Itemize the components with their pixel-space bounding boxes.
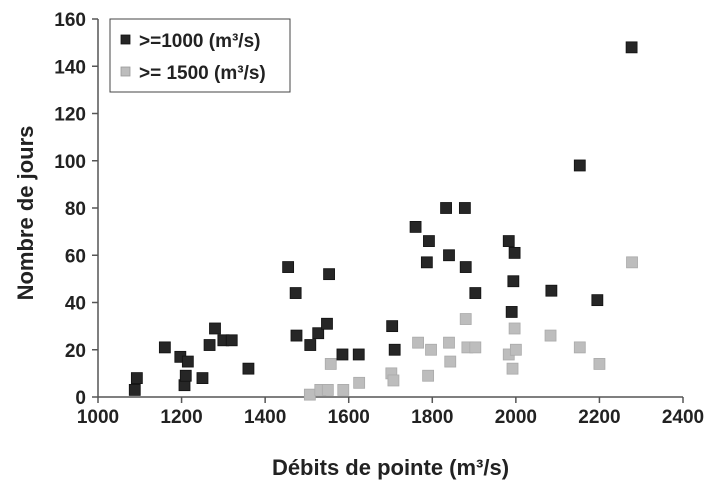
point-series-1500 (593, 358, 606, 370)
point-series-1000 (469, 287, 482, 299)
point-series-1000 (304, 339, 317, 351)
point-series-1500 (573, 341, 586, 354)
point-series-1000 (179, 369, 192, 382)
point-series-1000 (289, 287, 302, 299)
legend-box (109, 18, 291, 93)
point-series-1500 (443, 336, 455, 349)
legend: >=1000 (m³/s) >= 1500 (m³/s) (109, 18, 291, 93)
y-tick-label: 140 (54, 57, 86, 78)
point-series-1000 (352, 348, 365, 361)
point-series-1000 (203, 339, 216, 351)
point-series-1000 (282, 261, 295, 273)
x-tick-labels: 1000 1200 1400 1600 1800 2000 2200 2400 (77, 407, 704, 428)
point-series-1000 (423, 235, 435, 247)
point-series-1000 (502, 235, 515, 247)
y-tick-label: 40 (65, 294, 86, 315)
point-series-1000 (323, 268, 335, 281)
x-tick-label: 1600 (328, 407, 370, 428)
point-series-1000 (507, 275, 520, 288)
axes (92, 18, 684, 403)
point-series-1000 (508, 246, 521, 259)
y-tick-label: 80 (65, 199, 86, 220)
point-series-1500 (444, 355, 457, 368)
point-series-1000 (209, 322, 221, 335)
point-series-1000 (312, 327, 325, 340)
point-series-1000 (409, 220, 422, 233)
point-series-1500 (303, 388, 316, 401)
point-series-1500 (321, 384, 334, 396)
point-series-1500 (509, 343, 522, 356)
x-axis-title: Débits de pointe (m³/s) (272, 455, 509, 480)
x-tick-label: 1000 (77, 407, 119, 428)
point-series-1000 (420, 256, 433, 269)
point-series-1000 (573, 159, 586, 172)
y-tick-label: 20 (65, 341, 86, 362)
point-series-1000 (158, 341, 171, 354)
point-series-1000 (388, 343, 401, 356)
point-series-1000 (336, 348, 349, 361)
point-series-1000 (181, 355, 194, 368)
point-series-1500 (506, 362, 519, 375)
point-series-1000 (458, 202, 471, 214)
point-series-1500 (422, 369, 435, 382)
y-axis-title: Nombre de jours (13, 126, 38, 301)
point-series-1500 (324, 358, 337, 370)
point-series-1500 (337, 384, 350, 396)
point-series-1000 (443, 249, 455, 262)
legend-label: >= 1500 (m³/s) (139, 63, 266, 84)
y-tick-label: 160 (54, 10, 86, 31)
legend-label: >=1000 (m³/s) (139, 31, 260, 52)
x-tick-label: 2400 (662, 407, 704, 428)
x-tick-label: 2000 (495, 407, 537, 428)
point-series-1000 (290, 329, 303, 342)
y-tick-labels: 0 20 40 60 80 100 120 140 160 (54, 10, 86, 409)
point-series-1000 (440, 202, 452, 214)
point-series-1000 (242, 362, 255, 375)
point-series-1500 (508, 322, 521, 335)
point-series-1500 (353, 376, 366, 389)
legend-marker (120, 66, 131, 77)
x-tick-label: 1800 (411, 407, 453, 428)
x-tick-label: 1200 (160, 407, 202, 428)
y-tick-label: 0 (75, 388, 86, 409)
data-points (128, 41, 638, 401)
point-series-1500 (412, 336, 424, 349)
point-series-1000 (130, 372, 143, 385)
x-tick-label: 1400 (244, 407, 286, 428)
point-series-1500 (459, 313, 472, 325)
point-series-1000 (386, 320, 399, 333)
point-series-1000 (591, 294, 604, 307)
legend-marker (120, 34, 131, 45)
point-series-1000 (505, 306, 518, 318)
point-series-1500 (544, 329, 557, 342)
y-tick-label: 120 (54, 105, 86, 126)
point-series-1000 (625, 41, 638, 54)
point-series-1500 (469, 341, 482, 354)
point-series-1000 (321, 317, 333, 330)
y-tick-label: 60 (65, 246, 86, 267)
point-series-1500 (425, 343, 437, 356)
point-series-1000 (225, 334, 238, 347)
y-tick-label: 100 (54, 152, 86, 173)
point-series-1500 (626, 256, 638, 269)
x-tick-label: 2200 (578, 407, 620, 428)
point-series-1000 (196, 372, 209, 385)
point-series-1000 (459, 261, 472, 273)
point-series-1500 (387, 374, 400, 387)
point-series-1000 (545, 284, 558, 297)
point-series-1000 (128, 384, 141, 396)
